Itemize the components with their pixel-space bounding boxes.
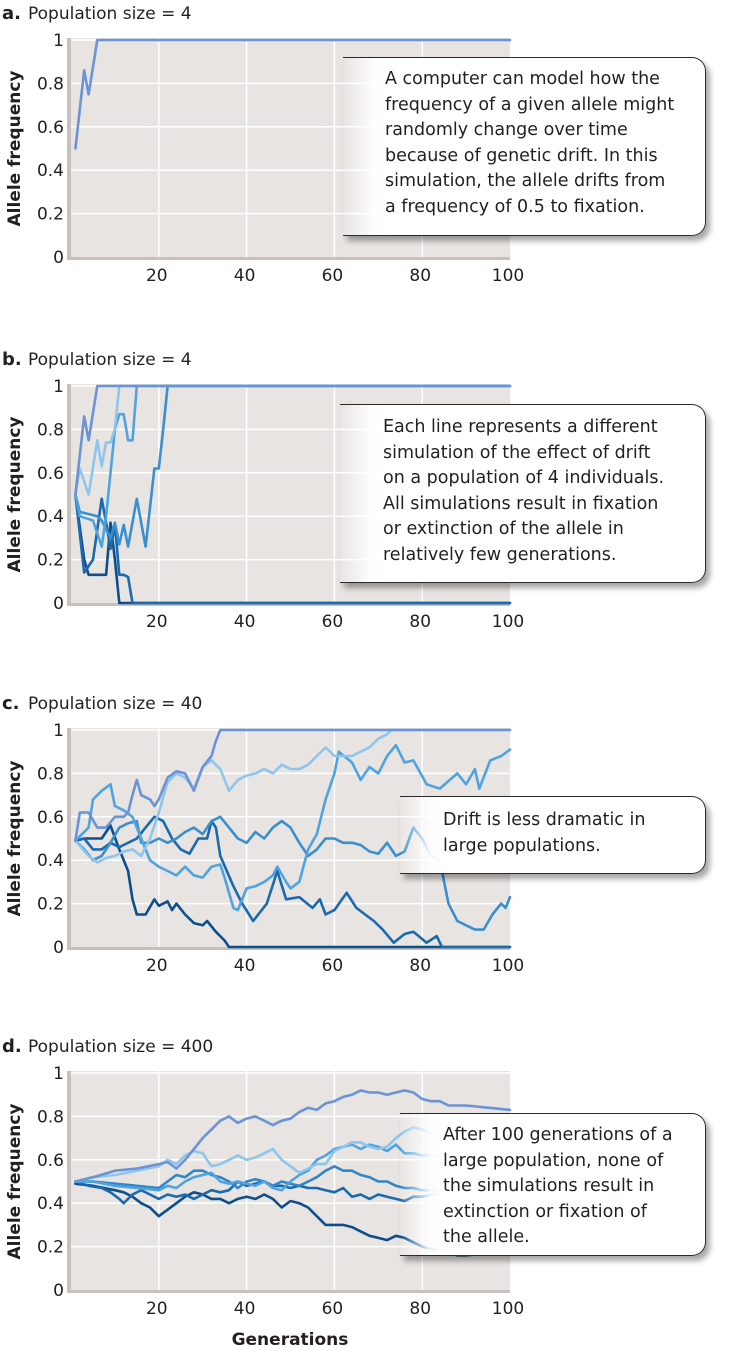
series-line-6 xyxy=(74,728,512,843)
series-line-6 xyxy=(74,1089,512,1183)
y-tick-label: 0.2 xyxy=(37,895,64,915)
series-line-2 xyxy=(74,493,512,605)
y-tick-label: 0.8 xyxy=(37,764,64,784)
x-tick-label: 40 xyxy=(234,612,256,632)
y-tick-label: 0.4 xyxy=(37,507,64,527)
y-tick-label: 1 xyxy=(53,721,64,741)
x-tick-label: 20 xyxy=(146,1299,168,1319)
series-line-5 xyxy=(74,728,512,864)
series-line-2 xyxy=(74,815,512,949)
x-axis-line xyxy=(67,947,510,950)
x-tick-label: 60 xyxy=(322,612,344,632)
y-tick-label: 0 xyxy=(53,248,64,268)
y-tick-label: 0.6 xyxy=(37,1151,64,1171)
series-line-6 xyxy=(74,384,512,496)
callout-panel-b: Each line represents a different simulat… xyxy=(340,404,706,583)
panel-letter: a. xyxy=(2,3,21,24)
panel-letter: d. xyxy=(2,1036,22,1057)
callout-panel-d: After 100 generations of a large populat… xyxy=(400,1113,706,1256)
y-tick-label: 0.6 xyxy=(37,808,64,828)
callout-panel-c: Drift is less dramatic in large populati… xyxy=(400,796,706,874)
y-axis-line xyxy=(67,728,71,949)
series-line-5 xyxy=(74,384,512,496)
y-tick-label: 0 xyxy=(53,1281,64,1301)
x-tick-label: 60 xyxy=(322,956,344,976)
y-tick-label: 1 xyxy=(53,1064,64,1084)
y-tick-label: 0 xyxy=(53,594,64,614)
y-tick-label: 0.4 xyxy=(37,161,64,181)
y-tick-label: 0.2 xyxy=(37,1238,64,1258)
series-line-1 xyxy=(74,493,512,605)
x-tick-label: 20 xyxy=(146,612,168,632)
y-tick-label: 0.6 xyxy=(37,118,64,138)
x-tick-label: 100 xyxy=(492,266,524,286)
panel-title: Population size = 400 xyxy=(28,1037,213,1057)
series-line-1 xyxy=(74,824,512,949)
y-tick-label: 1 xyxy=(53,31,64,51)
x-tick-label: 100 xyxy=(492,612,524,632)
x-tick-label: 60 xyxy=(322,266,344,286)
panel-title: Population size = 4 xyxy=(28,4,192,24)
y-axis-label: Allele frequency xyxy=(5,417,25,573)
x-tick-label: 80 xyxy=(409,612,431,632)
x-axis-line xyxy=(67,257,510,260)
panel-letter: b. xyxy=(2,349,22,370)
y-tick-label: 0.8 xyxy=(37,74,64,94)
x-tick-label: 80 xyxy=(409,266,431,286)
panel-title: Population size = 40 xyxy=(28,694,202,714)
y-axis-line xyxy=(67,384,71,605)
panel-title: Population size = 4 xyxy=(28,350,192,370)
series-line-4 xyxy=(74,384,512,548)
x-tick-label: 80 xyxy=(409,1299,431,1319)
series-line-3 xyxy=(74,815,512,931)
x-tick-label: 40 xyxy=(234,956,256,976)
y-axis-label: Allele frequency xyxy=(5,1104,25,1260)
x-tick-label: 20 xyxy=(146,956,168,976)
y-tick-label: 0.2 xyxy=(37,205,64,225)
panel-letter: c. xyxy=(2,693,20,714)
callout-text: After 100 generations of a large populat… xyxy=(443,1125,673,1247)
series-line-1 xyxy=(74,38,512,150)
y-axis-line xyxy=(67,38,71,259)
y-tick-label: 0.6 xyxy=(37,464,64,484)
x-tick-label: 40 xyxy=(234,1299,256,1319)
x-tick-label: 20 xyxy=(146,266,168,286)
x-tick-label: 40 xyxy=(234,266,256,286)
callout-panel-a: A computer can model how the frequency o… xyxy=(343,57,706,236)
y-axis-line xyxy=(67,1071,71,1292)
callout-text: Each line represents a different simulat… xyxy=(383,417,665,565)
x-axis-line xyxy=(67,1290,510,1293)
y-axis-label: Allele frequency xyxy=(5,71,25,227)
callout-text: A computer can model how the frequency o… xyxy=(385,69,675,217)
callout-text: Drift is less dramatic in large populati… xyxy=(443,810,646,856)
x-tick-label: 60 xyxy=(322,1299,344,1319)
y-axis-label: Allele frequency xyxy=(5,761,25,917)
x-tick-label: 80 xyxy=(409,956,431,976)
y-tick-label: 0.4 xyxy=(37,1194,64,1214)
y-tick-label: 0.8 xyxy=(37,420,64,440)
x-tick-label: 100 xyxy=(492,1299,524,1319)
y-tick-label: 0.2 xyxy=(37,551,64,571)
x-tick-label: 100 xyxy=(492,956,524,976)
y-tick-label: 0.4 xyxy=(37,851,64,871)
x-axis-line xyxy=(67,603,510,606)
series-line-3 xyxy=(74,384,512,548)
y-tick-label: 1 xyxy=(53,377,64,397)
y-tick-label: 0.8 xyxy=(37,1107,64,1127)
y-tick-label: 0 xyxy=(53,938,64,958)
x-axis-label: Generations xyxy=(231,1330,349,1350)
